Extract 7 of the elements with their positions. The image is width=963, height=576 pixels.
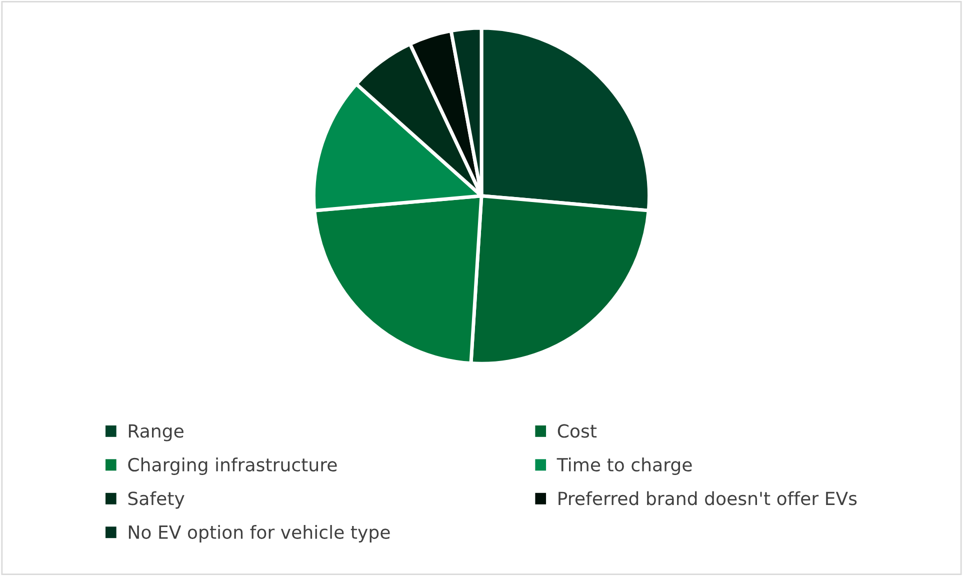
legend-label: Preferred brand doesn't offer EVs (558, 491, 857, 506)
legend-label: Charging infrastructure (128, 458, 337, 476)
legend-label: No EV option for vehicle type (128, 524, 390, 542)
legend-label: Cost (558, 424, 597, 438)
legend-label: Range (128, 424, 184, 442)
legend-label: Safety (128, 491, 184, 509)
legend-label: Time to charge (556, 458, 692, 476)
